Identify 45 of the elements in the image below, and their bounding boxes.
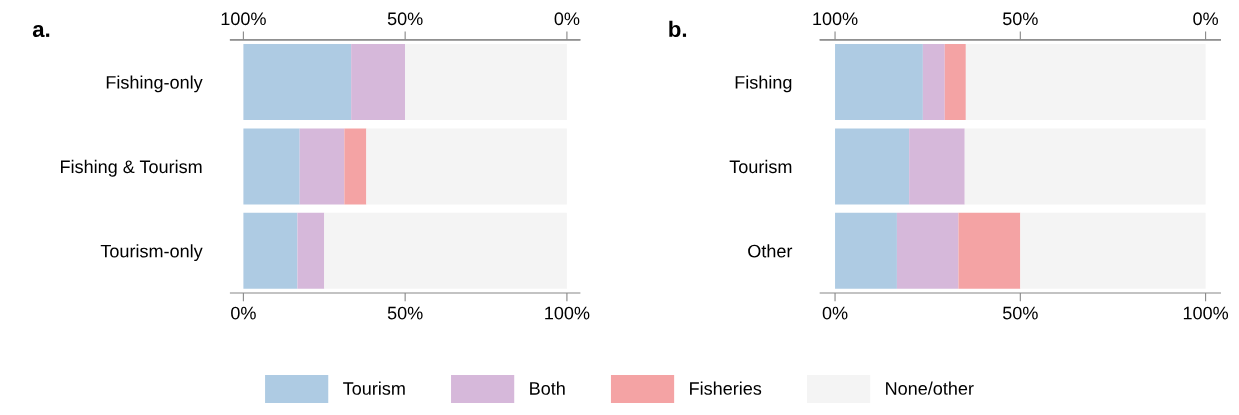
x-tick-label: 100% xyxy=(545,306,590,320)
y-tick-label: Tourism-only xyxy=(100,244,203,262)
bar xyxy=(944,44,966,120)
bar xyxy=(1020,212,1206,289)
bar xyxy=(922,44,945,120)
bar xyxy=(299,128,345,205)
bar xyxy=(243,128,300,205)
bar xyxy=(835,212,897,289)
bar xyxy=(896,212,959,289)
legend-label: None/other xyxy=(886,381,974,395)
bar xyxy=(243,212,298,289)
bar xyxy=(964,128,1206,205)
y-tick-label: Other xyxy=(748,244,793,258)
x-tick-label: 50% xyxy=(1002,306,1038,320)
bar xyxy=(366,128,567,205)
x2-tick-label: 100% xyxy=(221,12,266,26)
y-tick-label: Fishing & Tourism xyxy=(61,159,202,177)
x2-tick-label: 50% xyxy=(1002,12,1038,26)
chart-title: b. xyxy=(669,20,687,38)
y-tick-label: Fishing-only xyxy=(106,75,203,93)
x2-tick-label: 0% xyxy=(1193,12,1218,26)
x-tick-label: 50% xyxy=(387,306,423,320)
bar xyxy=(351,44,406,120)
x2-tick-label: 0% xyxy=(554,12,580,26)
x2-tick-label: 50% xyxy=(387,12,423,26)
x-tick-label: 100% xyxy=(1183,306,1229,320)
bar xyxy=(965,44,1206,120)
bar xyxy=(835,128,910,205)
bar xyxy=(344,128,367,205)
x-tick-label: 0% xyxy=(822,306,848,320)
text: a. xyxy=(32,24,50,38)
x-tick-label: 0% xyxy=(231,306,256,320)
bar xyxy=(835,44,923,120)
legend-label: Tourism xyxy=(343,381,405,395)
x2-tick-label: 100% xyxy=(813,12,858,26)
y-tick-label: Tourism xyxy=(729,159,792,174)
bar xyxy=(297,212,325,289)
bar xyxy=(958,212,1021,289)
legend-label: Both xyxy=(530,381,565,395)
bar xyxy=(324,212,567,289)
legend-label: Fisheries xyxy=(690,381,762,395)
y-tick-label: Fishing xyxy=(735,75,792,93)
bar xyxy=(909,128,965,205)
bar xyxy=(405,44,567,120)
bar xyxy=(243,44,352,120)
